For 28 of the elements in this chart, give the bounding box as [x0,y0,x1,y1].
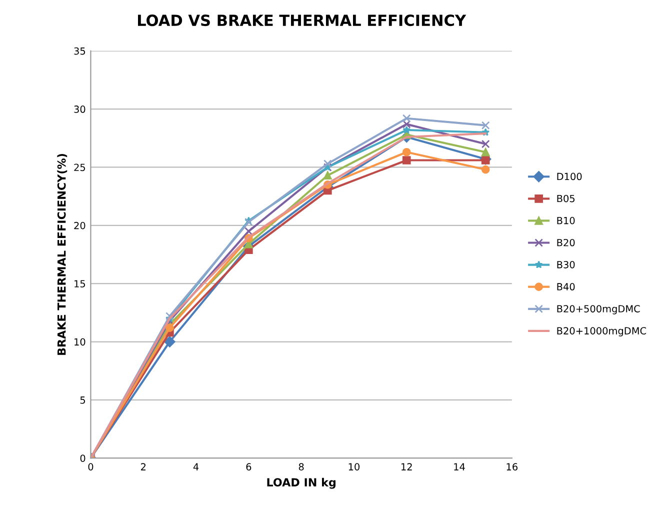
x-tick-label: 12 [402,463,412,470]
y-tick-label: 25 [74,164,86,172]
y-tick-label: 15 [74,280,86,288]
legend-label: B05 [557,194,575,202]
legend-label: B40 [557,283,575,290]
legend-label: B20+500mgDMC [557,305,640,314]
chart-title: LOAD VS BRAKE THERMAL EFFICIENCY [138,14,466,26]
legend-label: B20+1000mgDMC [557,327,646,336]
x-tick-label: 4 [193,463,199,470]
legend-label: B30 [557,260,575,268]
legend-label: B20 [557,238,575,246]
x-tick-label: 2 [140,463,146,470]
y-tick-label: 10 [74,338,86,346]
x-axis-title: LOAD IN kg [267,478,336,489]
x-tick-label: 10 [348,463,360,470]
y-tick-label: 30 [74,106,86,113]
x-tick-label: 16 [506,463,518,470]
y-tick-label: 0 [80,454,86,462]
legend-label: D100 [557,172,582,180]
legend-label: B10 [557,216,575,224]
y-tick-label: 5 [80,396,86,404]
x-tick-label: 0 [88,463,94,470]
y-tick-label: 35 [74,47,86,55]
y-tick-label: 20 [74,222,86,230]
y-axis-title: BRAKE THERMAL EFFICIENCY(%) [57,154,68,355]
x-tick-label: 8 [298,463,304,470]
x-tick-label: 14 [454,463,465,470]
x-tick-label: 6 [246,463,252,470]
